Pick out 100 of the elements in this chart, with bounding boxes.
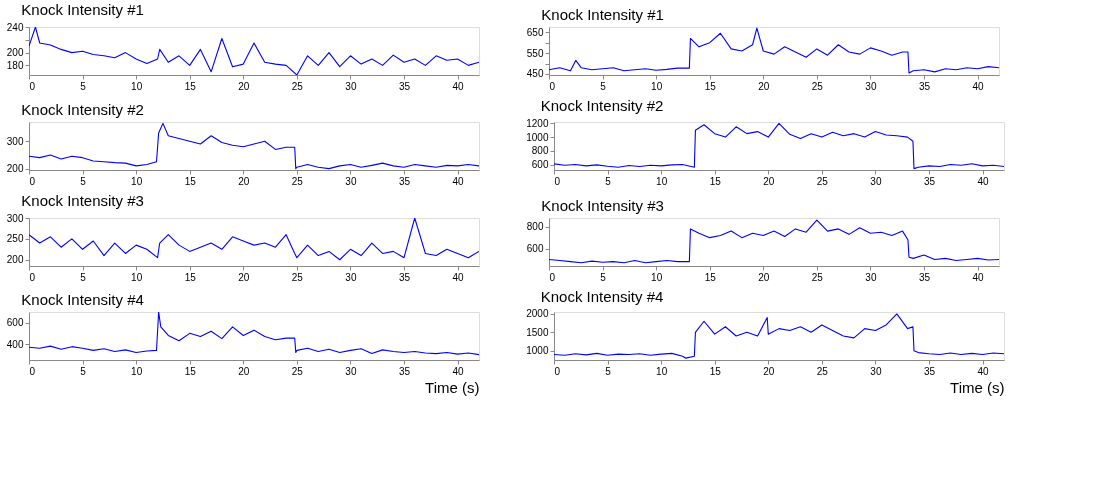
- x-tick-label: 40: [452, 175, 465, 187]
- x-tick-label: 40: [972, 271, 985, 283]
- y-tick-label: 200: [6, 47, 24, 59]
- y-tick-label: 800: [526, 221, 544, 233]
- x-tick-label: 15: [184, 365, 197, 377]
- x-tick-label: 15: [184, 271, 197, 283]
- x-tick-label: 10: [131, 80, 143, 92]
- y-tick-label: 450: [526, 68, 544, 80]
- y-tick-label: 300: [6, 212, 24, 224]
- x-tick-label: 15: [704, 80, 717, 92]
- x-tick-label: 0: [554, 365, 561, 377]
- x-tick-label: 25: [811, 80, 824, 92]
- x-tick-label: 5: [80, 175, 87, 187]
- y-tick-label: 600: [531, 159, 549, 171]
- x-tick-label: 35: [918, 271, 931, 283]
- x-tick-label: 15: [709, 365, 722, 377]
- y-tick-label: 600: [6, 317, 24, 329]
- line-series: [29, 218, 479, 261]
- chart-title: Knock Intensity #4: [21, 291, 144, 308]
- y-tick-label: 250: [6, 233, 24, 245]
- x-tick-label: 20: [758, 80, 770, 92]
- x-tick-label: 10: [651, 271, 663, 283]
- x-tick-label: 20: [763, 365, 775, 377]
- x-tick-label: 25: [816, 365, 829, 377]
- y-tick-label: 200: [6, 254, 24, 266]
- y-tick-label: 2000: [526, 308, 549, 320]
- x-tick-label: 10: [656, 365, 668, 377]
- x-tick-label: 20: [758, 271, 770, 283]
- x-tick-label: 35: [918, 80, 931, 92]
- x-tick-label: 0: [29, 365, 36, 377]
- x-tick-label: 15: [704, 271, 717, 283]
- x-tick-label: 15: [184, 175, 197, 187]
- x-tick-label: 40: [977, 365, 990, 377]
- chart-title: Knock Intensity #4: [540, 287, 664, 305]
- chart-title: Knock Intensity #1: [21, 1, 144, 18]
- y-tick-label: 1500: [526, 326, 549, 338]
- x-tick-label: 40: [977, 175, 990, 187]
- x-axis-title: Time (s): [950, 378, 1005, 396]
- x-tick-label: 5: [605, 365, 612, 377]
- x-tick-label: 15: [709, 175, 722, 187]
- chart-title: Knock Intensity #1: [541, 6, 664, 23]
- y-tick-label: 550: [526, 47, 544, 59]
- x-tick-label: 0: [549, 80, 556, 92]
- x-tick-label: 5: [80, 271, 87, 283]
- y-tick-label: 180: [6, 59, 24, 71]
- x-tick-label: 30: [345, 175, 357, 187]
- x-tick-label: 20: [238, 80, 250, 92]
- y-tick-label: 200: [6, 163, 24, 175]
- x-tick-label: 30: [870, 365, 882, 377]
- chart-title: Knock Intensity #3: [21, 192, 144, 209]
- y-tick-label: 1200: [526, 117, 549, 129]
- x-tick-label: 40: [452, 365, 465, 377]
- x-tick-label: 5: [80, 80, 87, 92]
- x-tick-label: 10: [651, 80, 663, 92]
- x-tick-label: 25: [291, 365, 304, 377]
- x-tick-label: 0: [29, 175, 36, 187]
- x-tick-label: 20: [238, 175, 250, 187]
- x-tick-label: 30: [870, 175, 882, 187]
- x-tick-label: 10: [131, 271, 143, 283]
- x-tick-label: 25: [291, 175, 304, 187]
- y-tick-label: 1000: [526, 131, 549, 143]
- x-tick-label: 5: [80, 365, 87, 377]
- chart-title: Knock Intensity #3: [541, 197, 664, 214]
- x-tick-label: 0: [549, 271, 556, 283]
- x-tick-label: 20: [238, 365, 250, 377]
- line-series: [29, 312, 479, 356]
- x-tick-label: 15: [184, 80, 197, 92]
- x-tick-label: 30: [345, 271, 357, 283]
- x-tick-label: 25: [291, 271, 304, 283]
- x-tick-label: 0: [554, 175, 561, 187]
- y-tick-label: 400: [6, 338, 24, 350]
- x-tick-label: 5: [600, 80, 607, 92]
- x-tick-label: 25: [816, 175, 829, 187]
- y-tick-label: 800: [531, 145, 549, 157]
- x-tick-label: 10: [131, 175, 143, 187]
- x-tick-label: 35: [398, 80, 411, 92]
- x-tick-label: 5: [600, 271, 607, 283]
- x-tick-label: 30: [865, 271, 877, 283]
- x-tick-label: 20: [238, 271, 250, 283]
- x-tick-label: 35: [398, 365, 411, 377]
- x-tick-label: 25: [291, 80, 304, 92]
- x-tick-label: 0: [29, 271, 36, 283]
- x-tick-label: 35: [398, 175, 411, 187]
- x-tick-label: 0: [29, 80, 36, 92]
- y-tick-label: 600: [526, 243, 544, 255]
- y-tick-label: 240: [6, 21, 24, 33]
- x-tick-label: 10: [656, 175, 668, 187]
- x-axis-title: Time (s): [425, 378, 480, 396]
- x-tick-label: 20: [763, 175, 775, 187]
- x-tick-label: 10: [131, 365, 143, 377]
- x-tick-label: 30: [345, 80, 357, 92]
- y-tick-label: 300: [6, 135, 24, 147]
- x-tick-label: 40: [452, 271, 465, 283]
- x-tick-label: 30: [345, 365, 357, 377]
- x-tick-label: 5: [605, 175, 612, 187]
- x-tick-label: 35: [923, 365, 936, 377]
- chart-title: Knock Intensity #2: [21, 101, 144, 118]
- x-tick-label: 30: [865, 80, 877, 92]
- x-tick-label: 35: [398, 271, 411, 283]
- x-tick-label: 35: [923, 175, 936, 187]
